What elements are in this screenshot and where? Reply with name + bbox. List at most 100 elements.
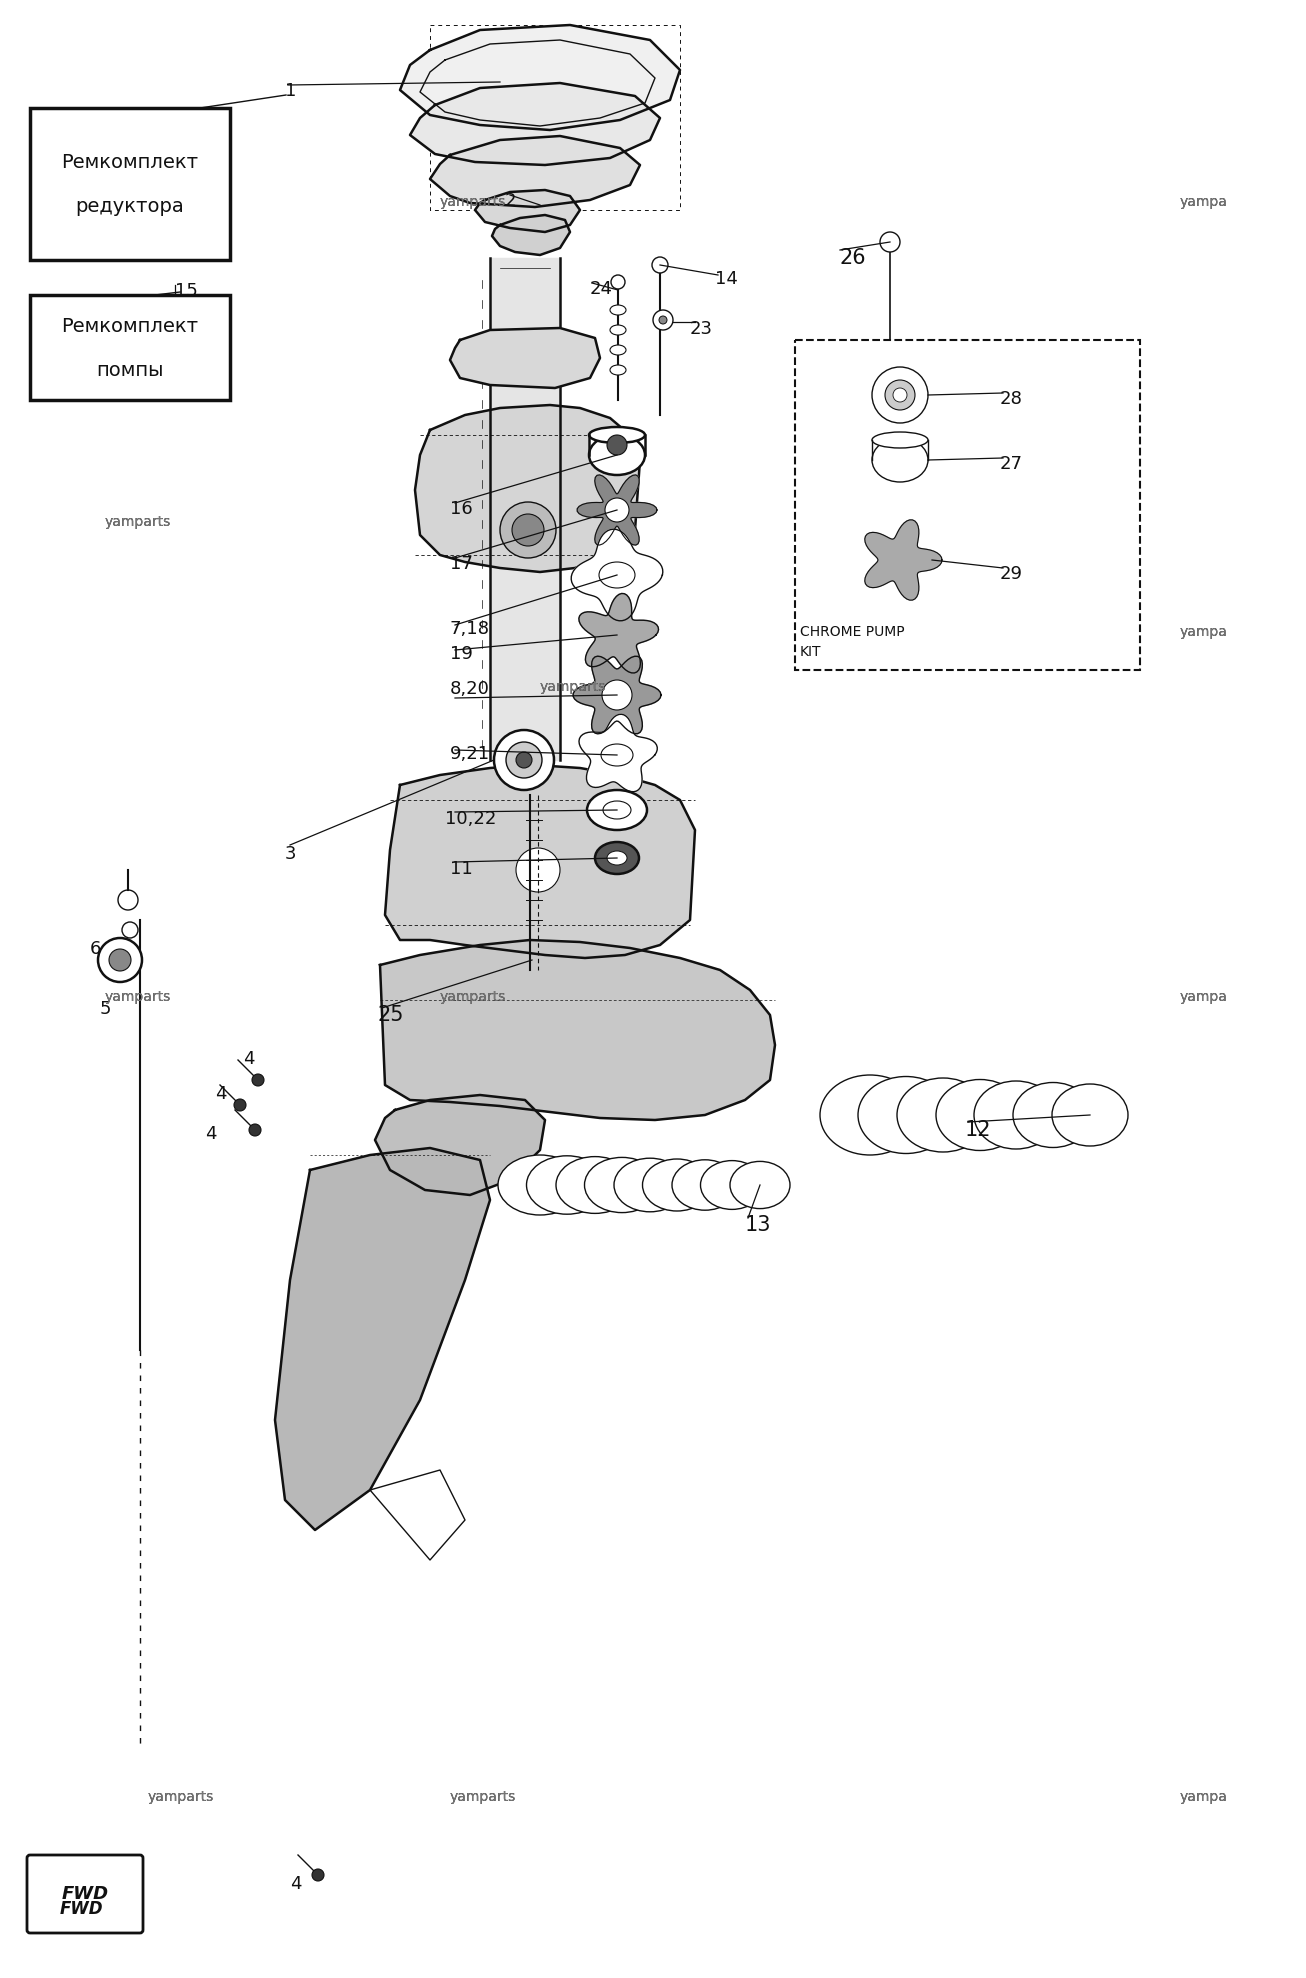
Text: 4: 4 (215, 1086, 226, 1104)
Ellipse shape (730, 1161, 790, 1209)
Text: yamparts: yamparts (104, 514, 171, 528)
Ellipse shape (589, 435, 645, 475)
Polygon shape (573, 657, 661, 734)
Polygon shape (410, 83, 660, 164)
Circle shape (652, 257, 667, 273)
Ellipse shape (897, 1078, 989, 1151)
Circle shape (516, 752, 532, 767)
Circle shape (885, 380, 916, 409)
Polygon shape (400, 26, 680, 131)
Circle shape (505, 742, 542, 777)
Polygon shape (490, 257, 560, 760)
Bar (30, 109, 230, 259)
Text: 23: 23 (690, 320, 713, 338)
Circle shape (234, 1100, 246, 1112)
Ellipse shape (596, 843, 639, 874)
Text: FWD: FWD (61, 1885, 108, 1903)
Circle shape (118, 890, 138, 910)
Polygon shape (872, 439, 929, 461)
Ellipse shape (556, 1157, 633, 1213)
Text: 27: 27 (1000, 455, 1023, 473)
Ellipse shape (607, 851, 627, 864)
Polygon shape (380, 940, 774, 1120)
Text: 25: 25 (377, 1005, 405, 1025)
Ellipse shape (585, 1157, 660, 1213)
Circle shape (312, 1869, 324, 1881)
Text: yampa: yampa (1181, 991, 1228, 1005)
Ellipse shape (610, 305, 626, 315)
Polygon shape (865, 520, 942, 599)
Circle shape (494, 730, 554, 789)
Text: yampa: yampa (1181, 1790, 1228, 1804)
Text: 12: 12 (965, 1120, 991, 1139)
Text: yamparts: yamparts (440, 991, 507, 1005)
Text: 5: 5 (101, 1001, 111, 1019)
Polygon shape (571, 530, 663, 621)
Text: 6: 6 (90, 940, 102, 957)
Ellipse shape (820, 1074, 919, 1155)
Circle shape (98, 938, 142, 981)
Text: 4: 4 (243, 1050, 255, 1068)
Polygon shape (589, 435, 645, 455)
Text: FWD: FWD (60, 1901, 103, 1919)
Circle shape (516, 849, 560, 892)
Ellipse shape (858, 1076, 953, 1153)
Ellipse shape (586, 789, 646, 831)
Polygon shape (475, 190, 580, 231)
Text: yamparts: yamparts (440, 991, 507, 1005)
Text: 7,18: 7,18 (451, 619, 490, 639)
Text: 2: 2 (505, 192, 516, 210)
Text: 4: 4 (205, 1125, 217, 1143)
Text: 28: 28 (1000, 390, 1023, 407)
FancyBboxPatch shape (27, 1855, 142, 1933)
Text: 11: 11 (451, 860, 473, 878)
Ellipse shape (603, 801, 631, 819)
Polygon shape (579, 714, 657, 791)
Text: yamparts: yamparts (451, 1790, 516, 1804)
Bar (795, 340, 1140, 671)
Ellipse shape (601, 744, 633, 765)
Text: yamparts: yamparts (104, 991, 171, 1005)
Text: 4: 4 (290, 1875, 302, 1893)
Ellipse shape (700, 1161, 764, 1209)
Text: 24: 24 (590, 281, 613, 299)
Text: 10,22: 10,22 (445, 811, 496, 829)
Text: 26: 26 (840, 247, 867, 267)
Ellipse shape (610, 344, 626, 354)
Text: 8,20: 8,20 (451, 680, 490, 698)
Ellipse shape (589, 427, 645, 443)
Text: 19: 19 (451, 645, 473, 663)
Text: yamparts: yamparts (539, 680, 606, 694)
Polygon shape (276, 1147, 490, 1531)
Text: 17: 17 (451, 556, 473, 574)
Polygon shape (375, 1096, 545, 1195)
Text: 13: 13 (744, 1214, 772, 1234)
Ellipse shape (1013, 1082, 1093, 1147)
Text: 1: 1 (285, 81, 296, 101)
Text: yamparts: yamparts (539, 680, 606, 694)
Ellipse shape (673, 1159, 738, 1211)
Polygon shape (579, 593, 658, 673)
Ellipse shape (599, 562, 635, 587)
Ellipse shape (614, 1159, 686, 1213)
Text: 9,21: 9,21 (451, 746, 490, 764)
Circle shape (602, 680, 632, 710)
Ellipse shape (610, 366, 626, 376)
Polygon shape (430, 136, 640, 208)
Circle shape (893, 388, 906, 402)
Text: 14: 14 (714, 271, 738, 289)
Ellipse shape (974, 1082, 1058, 1149)
Ellipse shape (872, 437, 929, 483)
Circle shape (872, 368, 929, 423)
Text: yampa: yampa (1181, 991, 1228, 1005)
Circle shape (500, 502, 556, 558)
Polygon shape (577, 475, 657, 546)
Ellipse shape (526, 1155, 607, 1214)
Ellipse shape (643, 1159, 712, 1211)
Polygon shape (451, 328, 599, 388)
Text: yamparts: yamparts (148, 1790, 214, 1804)
Circle shape (605, 498, 629, 522)
Circle shape (512, 514, 545, 546)
Circle shape (121, 922, 138, 938)
Polygon shape (492, 216, 569, 255)
